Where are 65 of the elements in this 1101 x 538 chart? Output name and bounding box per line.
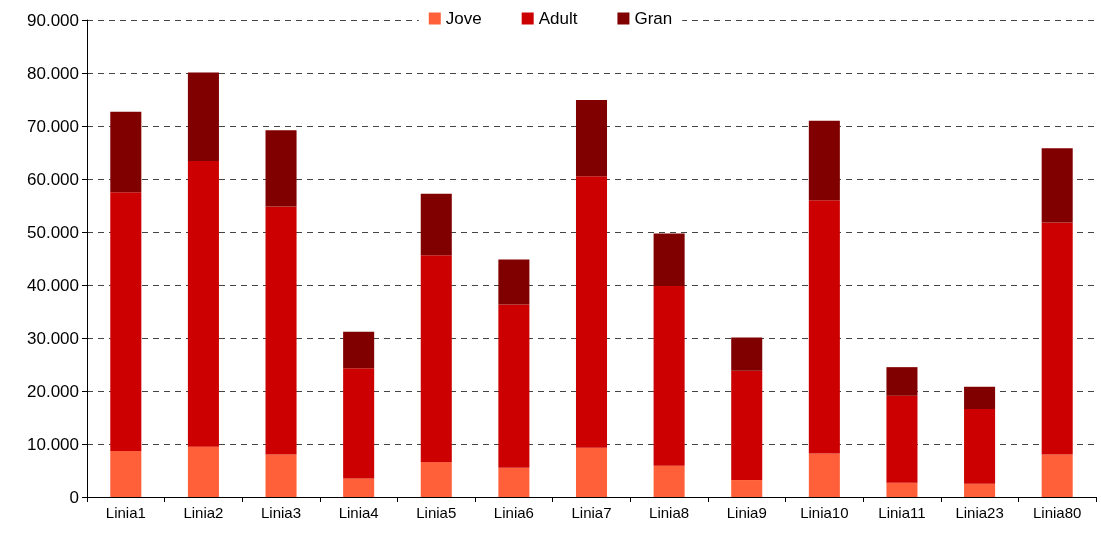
- bar: [653, 286, 685, 466]
- bar: [653, 233, 685, 287]
- legend-label: Jove: [445, 9, 482, 28]
- x-tick-label: Linia6: [493, 504, 534, 521]
- x-tick-label: Linia8: [649, 504, 690, 521]
- bar: [886, 395, 918, 483]
- bar: [343, 368, 375, 479]
- legend-label: Gran: [634, 9, 673, 28]
- bar: [653, 465, 685, 497]
- bar: [964, 409, 996, 484]
- bar: [110, 111, 142, 193]
- y-tick-label: 90.000: [27, 10, 79, 30]
- bar: [964, 386, 996, 410]
- x-tick-label: Linia7: [571, 504, 612, 521]
- y-tick-label: 70.000: [27, 116, 79, 136]
- y-tick-label: 50.000: [27, 222, 79, 242]
- x-tick-label: Linia5: [416, 504, 457, 521]
- bar: [886, 482, 918, 497]
- x-tick-label: Linia80: [1033, 504, 1082, 521]
- x-tick-label: Linia10: [800, 504, 849, 521]
- bar: [187, 160, 219, 447]
- bar: [110, 192, 142, 451]
- bar: [1041, 222, 1073, 455]
- bar: [808, 200, 840, 454]
- bar: [1041, 454, 1073, 497]
- y-tick-label: 60.000: [27, 169, 79, 189]
- y-tick-label: 0: [69, 487, 79, 507]
- bar: [265, 130, 297, 207]
- bar: [731, 337, 763, 371]
- bar: [498, 304, 530, 468]
- x-tick-label: Linia9: [726, 504, 767, 521]
- bar: [1041, 148, 1073, 223]
- bar: [498, 259, 530, 305]
- bar: [265, 454, 297, 497]
- bar: [575, 447, 608, 497]
- legend-label: Adult: [538, 9, 578, 28]
- bar: [187, 446, 219, 497]
- x-tick-label: Linia11: [878, 504, 926, 521]
- bar: [343, 478, 375, 497]
- bar: [343, 331, 375, 369]
- y-tick-label: 20.000: [27, 381, 79, 401]
- bar: [886, 367, 918, 396]
- bar: [731, 370, 763, 481]
- x-tick-label: Linia2: [183, 504, 224, 521]
- bar: [964, 483, 996, 497]
- bar: [575, 176, 608, 448]
- x-tick-label: Linia3: [261, 504, 302, 521]
- bar: [808, 120, 840, 201]
- bar: [420, 193, 452, 256]
- y-tick-label: 40.000: [27, 275, 79, 295]
- x-tick-label: Linia4: [338, 504, 379, 521]
- bar: [265, 206, 297, 455]
- bar: [731, 480, 763, 497]
- bar: [498, 467, 530, 497]
- bar: [575, 100, 608, 177]
- bar: [420, 462, 452, 497]
- y-tick-label: 10.000: [27, 434, 79, 454]
- bar: [110, 450, 142, 497]
- bar: [420, 255, 452, 463]
- x-tick-label: Linia1: [105, 504, 146, 521]
- y-tick-label: 30.000: [27, 328, 79, 348]
- x-tick-label: Linia23: [955, 504, 1004, 521]
- bar: [808, 453, 840, 497]
- y-tick-label: 80.000: [27, 63, 79, 83]
- bar: [187, 72, 219, 161]
